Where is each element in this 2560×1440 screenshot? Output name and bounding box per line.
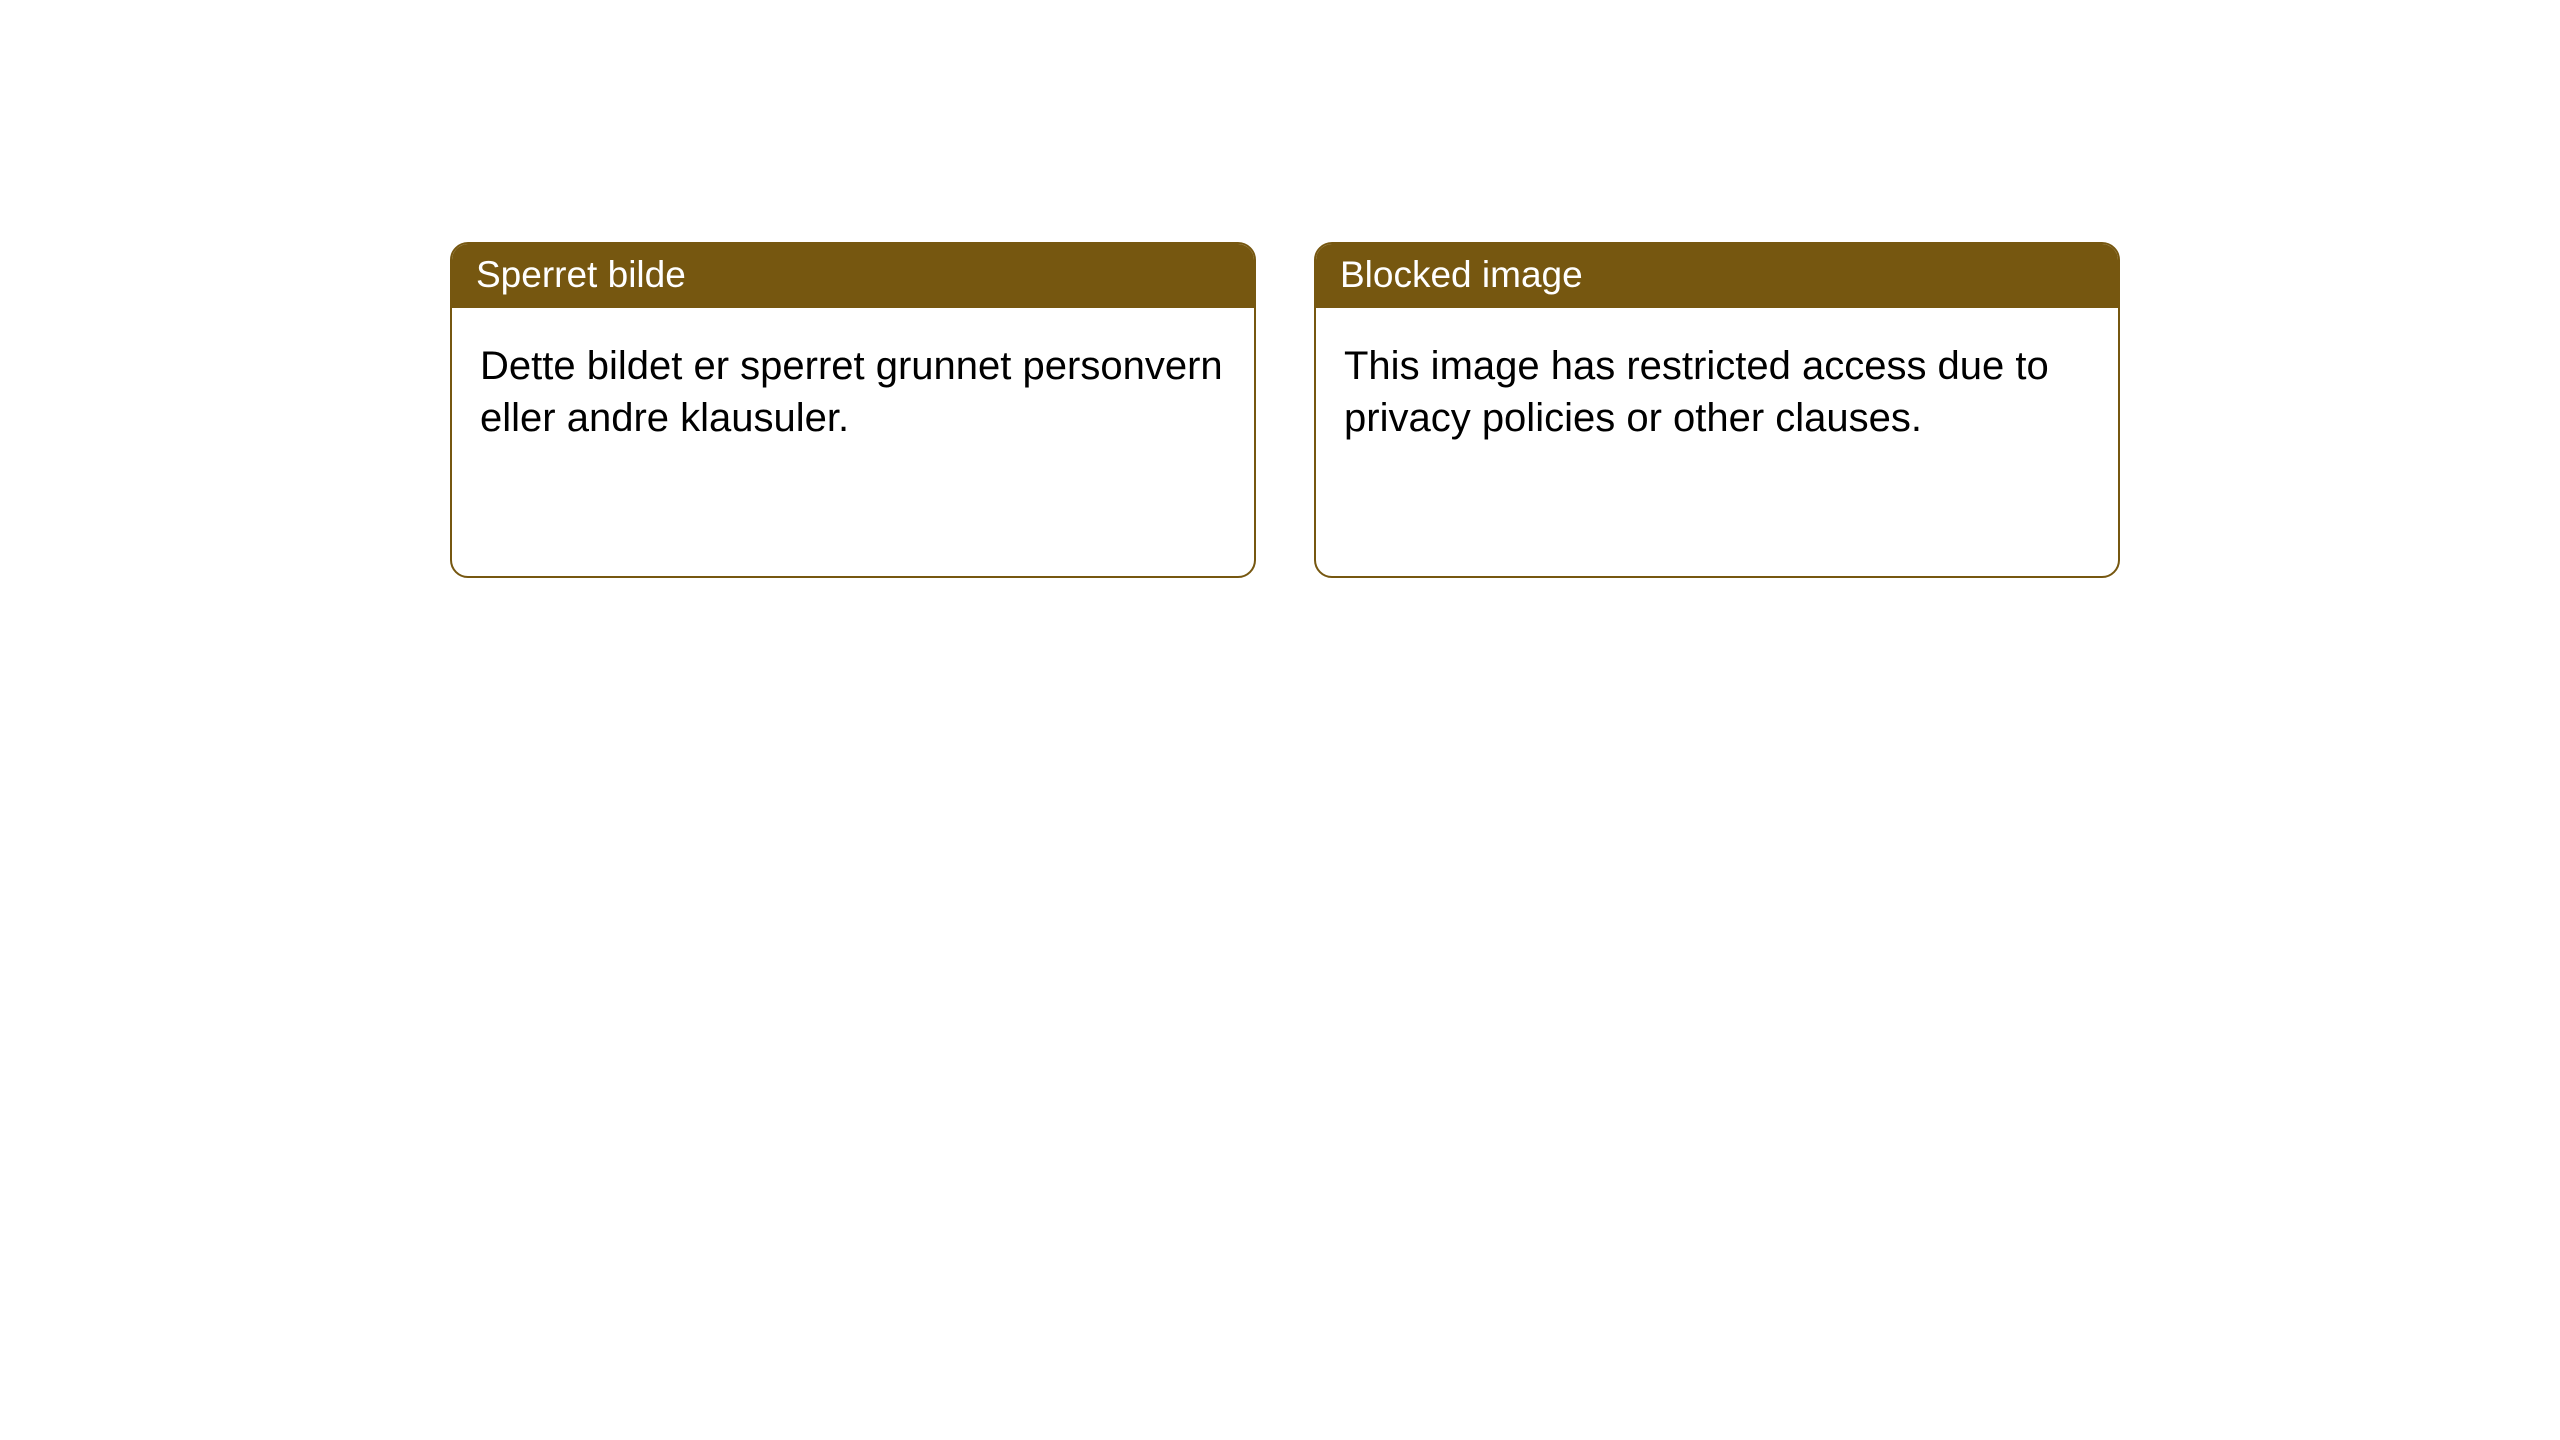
notice-header: Blocked image bbox=[1316, 244, 2118, 308]
notice-message: Dette bildet er sperret grunnet personve… bbox=[480, 344, 1223, 440]
notice-card-english: Blocked image This image has restricted … bbox=[1314, 242, 2120, 578]
notice-header: Sperret bilde bbox=[452, 244, 1254, 308]
notice-title: Blocked image bbox=[1340, 254, 1583, 295]
notice-body: This image has restricted access due to … bbox=[1316, 308, 2118, 476]
notice-container: Sperret bilde Dette bildet er sperret gr… bbox=[450, 242, 2120, 578]
notice-message: This image has restricted access due to … bbox=[1344, 344, 2049, 440]
notice-card-norwegian: Sperret bilde Dette bildet er sperret gr… bbox=[450, 242, 1256, 578]
notice-title: Sperret bilde bbox=[476, 254, 686, 295]
notice-body: Dette bildet er sperret grunnet personve… bbox=[452, 308, 1254, 476]
